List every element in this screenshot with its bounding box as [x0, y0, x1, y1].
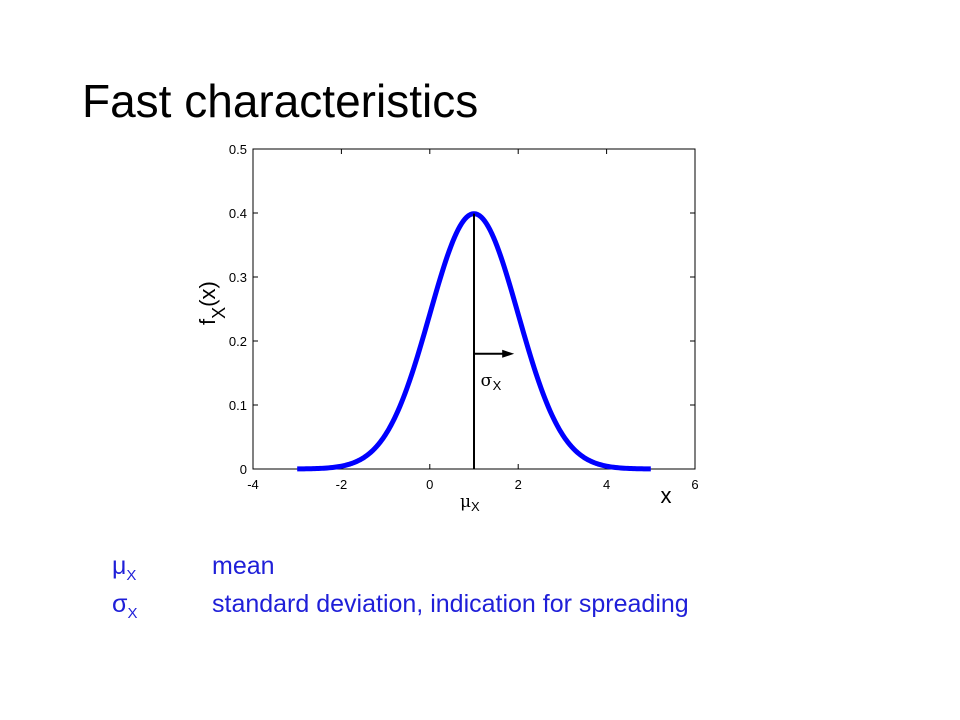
x-axis-label: x [661, 483, 672, 508]
mean-annotation-subscript: X [471, 499, 480, 514]
x-tick-label: -4 [247, 477, 259, 492]
y-tick-label: 0.4 [229, 206, 247, 221]
legend-mean-description: mean [212, 552, 275, 580]
x-tick-label: -2 [336, 477, 348, 492]
std-arrow-head [502, 349, 515, 358]
std-annotation-subscript: X [493, 378, 502, 393]
x-tick-label: 2 [515, 477, 522, 492]
sigma-symbol: σ [112, 590, 128, 618]
legend-mean-symbol: μX [112, 552, 202, 584]
y-tick-label: 0.5 [229, 142, 247, 157]
y-tick-label: 0 [240, 462, 247, 477]
x-tick-label: 6 [691, 477, 698, 492]
legend-std-description: standard deviation, indication for sprea… [212, 590, 689, 618]
slide-title: Fast characteristics [82, 75, 479, 127]
mu-symbol: μ [112, 552, 127, 580]
x-tick-label: 4 [603, 477, 610, 492]
y-axis-label: fX(x) [195, 281, 229, 325]
mean-annotation: μ [460, 492, 471, 512]
y-tick-label: 0.3 [229, 270, 247, 285]
std-annotation: σ [481, 371, 493, 391]
y-tick-label: 0.2 [229, 334, 247, 349]
mu-subscript: X [126, 567, 137, 584]
legend-std-symbol: σX [112, 590, 202, 622]
x-tick-label: 0 [426, 477, 433, 492]
sigma-subscript: X [127, 605, 138, 622]
y-tick-label: 0.1 [229, 398, 247, 413]
